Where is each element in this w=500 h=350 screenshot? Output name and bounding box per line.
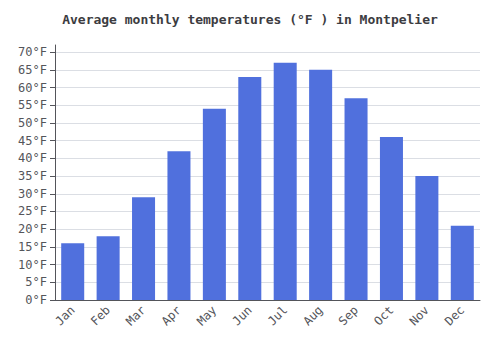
svg-text:Average monthly temperatures (: Average monthly temperatures (°F ) in Mo…	[62, 12, 438, 27]
svg-text:50°F: 50°F	[18, 116, 47, 130]
svg-text:Feb: Feb	[88, 303, 113, 328]
svg-text:Oct: Oct	[371, 303, 396, 328]
svg-text:Jul: Jul	[265, 303, 290, 328]
svg-text:40°F: 40°F	[18, 151, 47, 165]
svg-text:Apr: Apr	[159, 303, 184, 328]
svg-text:70°F: 70°F	[18, 45, 47, 59]
svg-text:May: May	[194, 303, 219, 328]
svg-text:65°F: 65°F	[18, 63, 47, 77]
svg-text:Dec: Dec	[442, 303, 467, 328]
svg-text:35°F: 35°F	[18, 169, 47, 183]
svg-text:Jan: Jan	[52, 303, 77, 328]
svg-text:45°F: 45°F	[18, 134, 47, 148]
svg-text:25°F: 25°F	[18, 204, 47, 218]
svg-text:0°F: 0°F	[25, 293, 47, 307]
svg-text:55°F: 55°F	[18, 98, 47, 112]
svg-text:10°F: 10°F	[18, 258, 47, 272]
svg-text:60°F: 60°F	[18, 81, 47, 95]
svg-text:30°F: 30°F	[18, 187, 47, 201]
svg-text:Mar: Mar	[123, 303, 148, 328]
svg-text:15°F: 15°F	[18, 240, 47, 254]
svg-text:Nov: Nov	[407, 303, 432, 328]
svg-text:Jun: Jun	[230, 303, 255, 328]
svg-text:Sep: Sep	[336, 303, 361, 328]
svg-text:20°F: 20°F	[18, 222, 47, 236]
svg-text:5°F: 5°F	[25, 275, 47, 289]
svg-text:Aug: Aug	[300, 303, 325, 328]
